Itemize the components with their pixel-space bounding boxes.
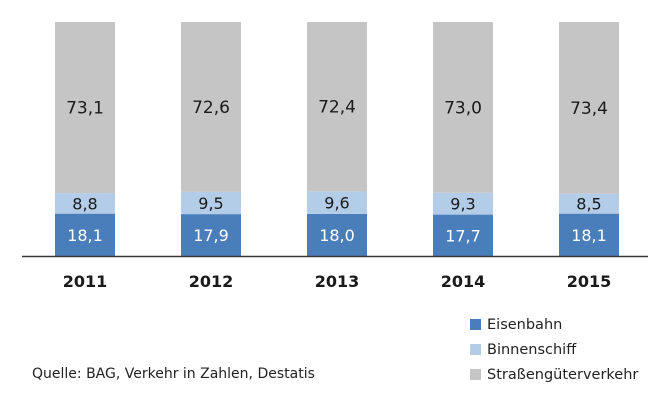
data-label-stra-eng-terverkehr-2015: 73,4 [570, 99, 608, 119]
bar-binnenschiff-2011 [55, 193, 115, 214]
data-label-binnenschiff-2014: 9,3 [450, 195, 475, 214]
data-label-binnenschiff-2013: 9,6 [324, 194, 349, 213]
legend-item-stra-eng-terverkehr: Straßengüterverkehr [470, 362, 638, 387]
bar-binnenschiff-2013 [307, 191, 367, 214]
data-label-binnenschiff-2015: 8,5 [576, 195, 601, 214]
legend-swatch-eisenbahn [470, 319, 481, 330]
bar-stra-eng-terverkehr-2012 [181, 22, 241, 192]
data-label-binnenschiff-2011: 8,8 [72, 194, 97, 213]
data-label-eisenbahn-2011: 18,1 [67, 226, 103, 245]
data-label-eisenbahn-2014: 17,7 [445, 226, 481, 245]
data-label-stra-eng-terverkehr-2012: 72,6 [192, 98, 230, 118]
legend-swatch-stra-eng-terverkehr [470, 369, 481, 380]
x-tick-label-2014: 2014 [441, 272, 486, 291]
legend-item-binnenschiff: Binnenschiff [470, 337, 638, 362]
bar-stra-eng-terverkehr-2013 [307, 22, 367, 192]
bar-stra-eng-terverkehr-2015 [559, 22, 619, 194]
bar-binnenschiff-2014 [433, 192, 493, 215]
legend-label-stra-eng-terverkehr: Straßengüterverkehr [487, 366, 639, 383]
x-tick-label-2015: 2015 [567, 272, 612, 291]
data-label-binnenschiff-2012: 9,5 [198, 194, 223, 213]
source-note: Quelle: BAG, Verkehr in Zahlen, Destatis [32, 366, 315, 382]
legend-item-eisenbahn: Eisenbahn [470, 312, 638, 337]
x-tick-label-2011: 2011 [63, 272, 108, 291]
bar-eisenbahn-2013 [307, 213, 367, 256]
data-label-stra-eng-terverkehr-2013: 72,4 [318, 98, 356, 118]
bar-eisenbahn-2014 [433, 214, 493, 256]
bar-eisenbahn-2012 [181, 214, 241, 256]
data-label-stra-eng-terverkehr-2014: 73,0 [444, 98, 482, 118]
legend-label-binnenschiff: Binnenschiff [487, 341, 577, 358]
legend: Eisenbahn Binnenschiff Straßengüterverkehr [470, 312, 638, 387]
data-label-eisenbahn-2015: 18,1 [571, 226, 607, 245]
bar-eisenbahn-2015 [559, 213, 619, 256]
bar-binnenschiff-2012 [181, 191, 241, 215]
data-label-eisenbahn-2012: 17,9 [193, 226, 229, 245]
x-tick-label-2012: 2012 [189, 272, 234, 291]
legend-swatch-binnenschiff [470, 344, 481, 355]
legend-label-eisenbahn: Eisenbahn [487, 316, 563, 333]
bar-stra-eng-terverkehr-2014 [433, 22, 493, 193]
x-tick-label-2013: 2013 [315, 272, 360, 291]
data-label-stra-eng-terverkehr-2011: 73,1 [66, 99, 104, 119]
bar-binnenschiff-2015 [559, 193, 619, 214]
bar-stra-eng-terverkehr-2011 [55, 22, 115, 194]
data-label-eisenbahn-2013: 18,0 [319, 226, 355, 245]
bar-eisenbahn-2011 [55, 213, 115, 256]
